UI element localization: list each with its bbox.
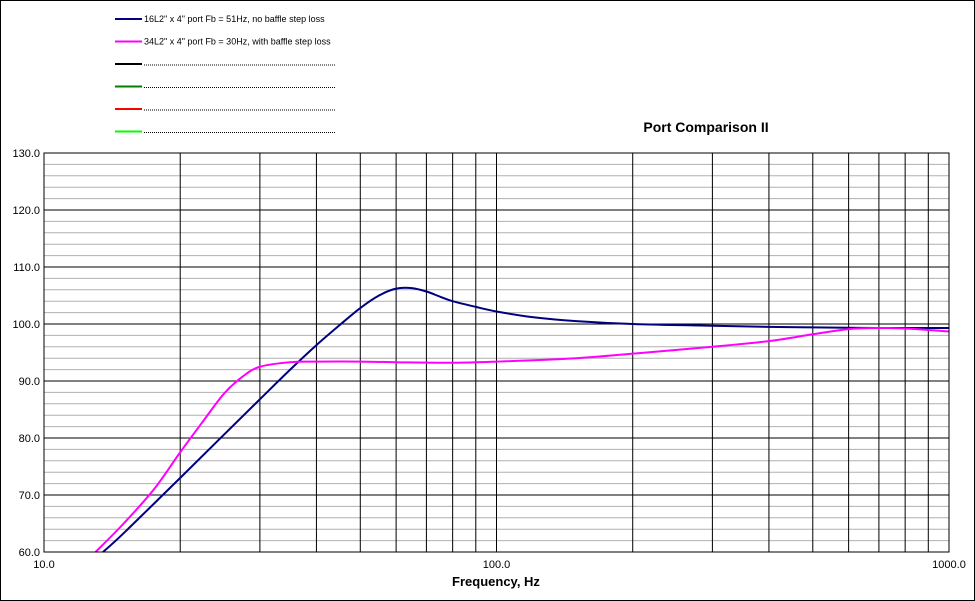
x-tick-label: 10.0 bbox=[33, 559, 54, 571]
y-tick-label: 130.0 bbox=[12, 148, 40, 160]
major-gridlines bbox=[44, 153, 949, 552]
chart-title: Port Comparison II bbox=[643, 119, 768, 135]
legend: 16L2" x 4" port Fb = 51Hz, no baffle ste… bbox=[115, 14, 336, 133]
series-line-1 bbox=[102, 286, 950, 553]
x-tick-label: 1000.0 bbox=[932, 559, 966, 571]
y-tick-label: 100.0 bbox=[12, 319, 40, 331]
y-tick-label: 60.0 bbox=[19, 547, 40, 559]
x-axis-title: Frequency, Hz bbox=[452, 574, 540, 589]
plot-border bbox=[43, 152, 950, 553]
y-tick-label: 110.0 bbox=[13, 262, 40, 274]
series-layer bbox=[94, 286, 950, 553]
y-tick-label: 120.0 bbox=[12, 205, 40, 217]
y-axis-tick-labels: 60.0 70.0 80.0 90.0 100.0 110.0 120.0 130.0 bbox=[12, 148, 40, 559]
legend-label: 34L2" x 4" port Fb = 30Hz, with baffle s… bbox=[144, 37, 331, 47]
y-tick-label: 80.0 bbox=[19, 433, 40, 445]
y-tick-label: 70.0 bbox=[19, 490, 40, 502]
x-tick-label: 100.0 bbox=[483, 559, 511, 571]
legend-label: 16L2" x 4" port Fb = 51Hz, no baffle ste… bbox=[144, 14, 325, 24]
series-line-2 bbox=[94, 326, 950, 553]
x-axis-tick-labels: 10.0 100.0 1000.0 bbox=[33, 559, 966, 571]
y-tick-label: 90.0 bbox=[19, 376, 40, 388]
